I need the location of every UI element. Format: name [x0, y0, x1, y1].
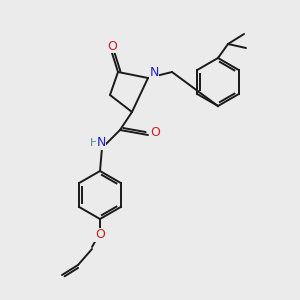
Text: H: H	[90, 138, 98, 148]
Text: O: O	[150, 127, 160, 140]
Text: O: O	[107, 40, 117, 52]
Text: O: O	[95, 229, 105, 242]
Text: N: N	[149, 67, 159, 80]
Text: N: N	[96, 136, 106, 149]
